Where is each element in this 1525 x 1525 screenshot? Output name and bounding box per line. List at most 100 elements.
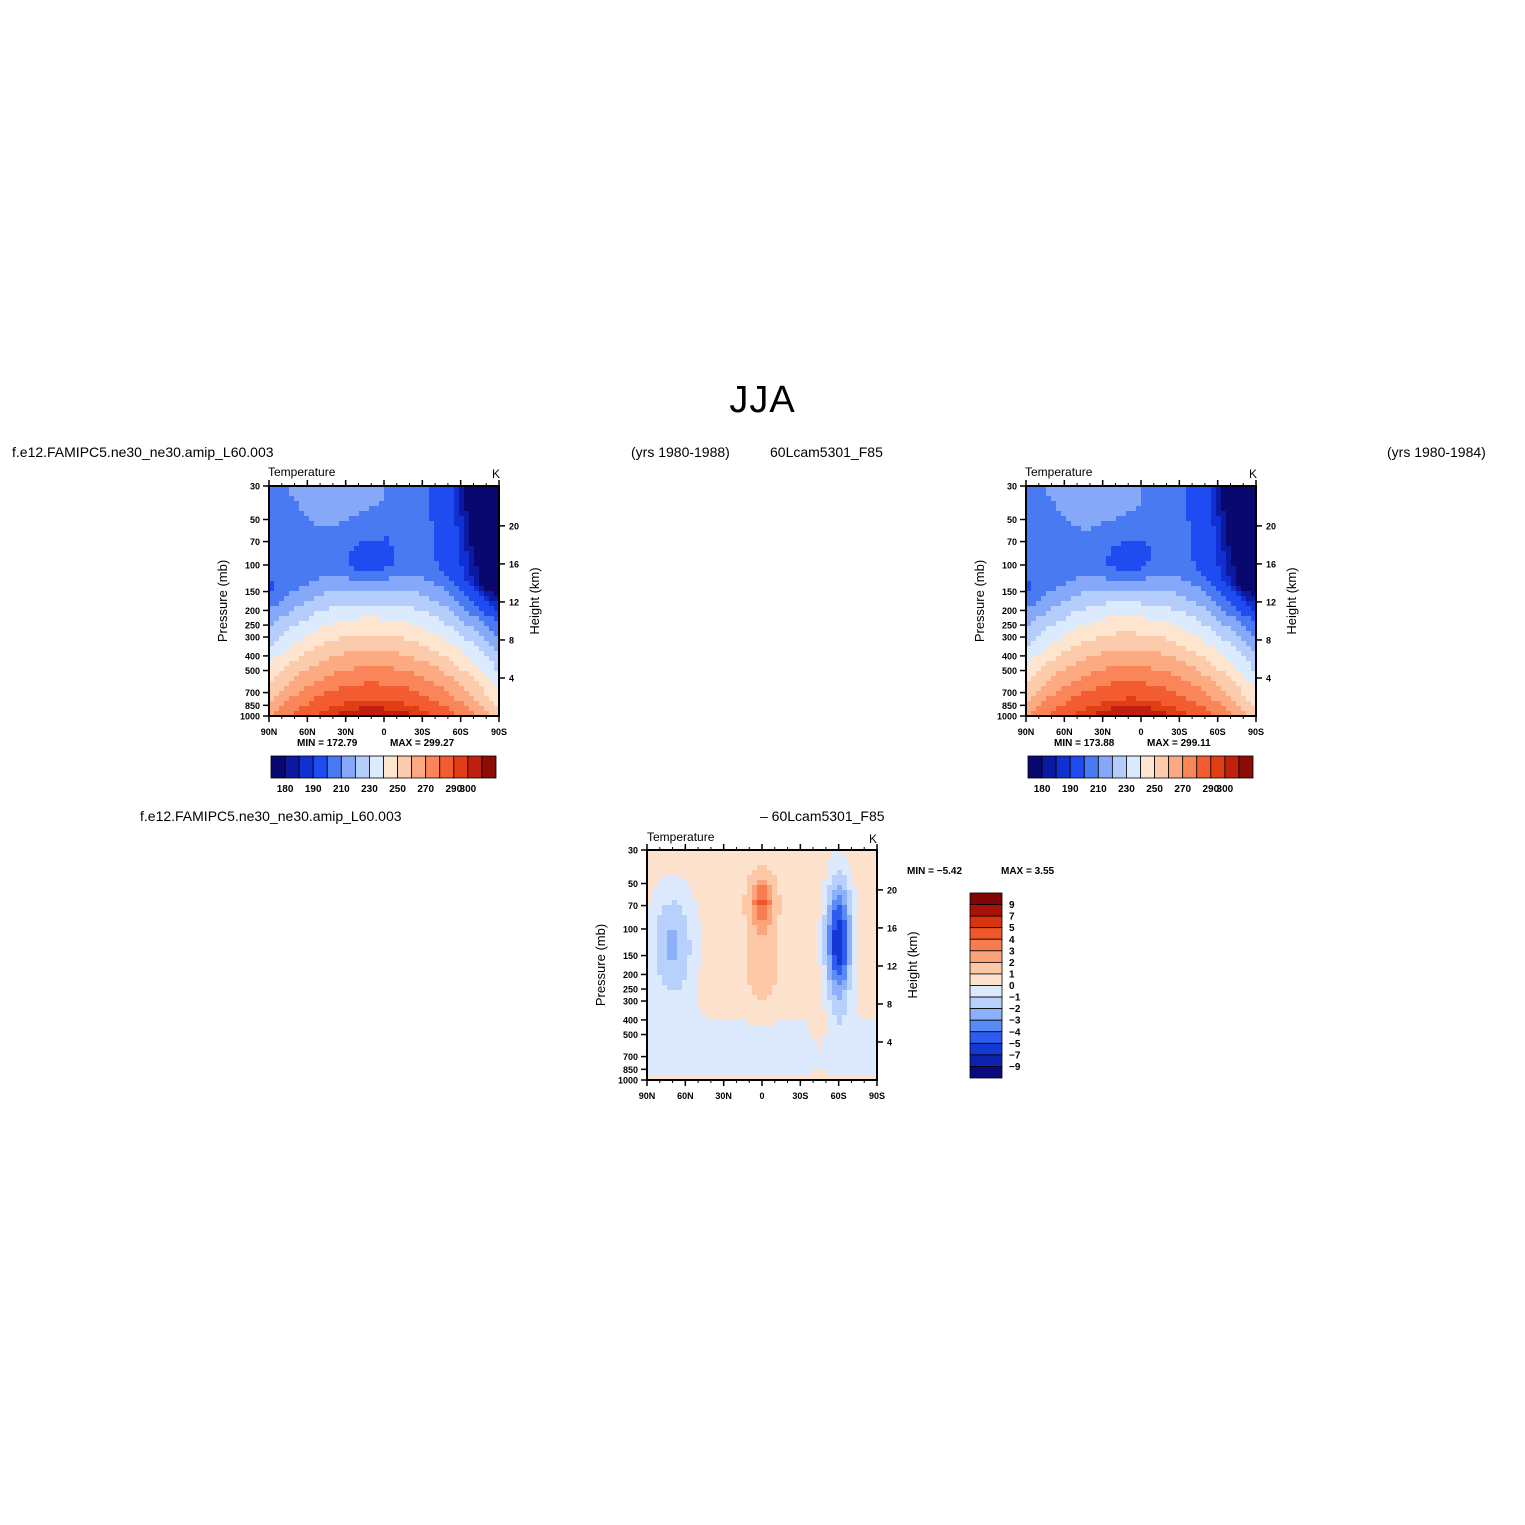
contour-cell xyxy=(1226,641,1232,647)
contour-cell xyxy=(279,566,285,572)
contour-cell xyxy=(1216,551,1222,557)
contour-cell xyxy=(1196,696,1202,702)
contour-cell xyxy=(394,546,400,552)
contour-cell xyxy=(857,885,863,891)
contour-cell xyxy=(1056,501,1062,507)
contour-cell xyxy=(364,576,370,582)
contour-cell xyxy=(1186,591,1192,597)
contour-cell xyxy=(1216,501,1222,507)
colorbar-label: 290 xyxy=(445,784,462,795)
contour-cell xyxy=(762,875,768,881)
contour-cell xyxy=(1136,711,1142,717)
contour-cell xyxy=(1241,536,1247,542)
contour-cell xyxy=(314,661,320,667)
contour-cell xyxy=(1166,526,1172,532)
contour-cell xyxy=(314,586,320,592)
contour-cell xyxy=(1066,556,1072,562)
contour-cell xyxy=(1166,661,1172,667)
contour-cell xyxy=(1056,616,1062,622)
contour-cell xyxy=(1031,596,1037,602)
contour-cell xyxy=(1096,666,1102,672)
contour-cell xyxy=(1171,541,1177,547)
contour-cell xyxy=(1226,621,1232,627)
contour-cell xyxy=(419,526,425,532)
contour-cell xyxy=(692,900,698,906)
contour-cell xyxy=(434,526,440,532)
contour-cell xyxy=(1081,706,1087,712)
contour-cell xyxy=(1131,496,1137,502)
contour-cell xyxy=(439,656,445,662)
contour-cell xyxy=(1081,486,1087,492)
contour-cell xyxy=(1051,556,1057,562)
contour-cell xyxy=(359,681,365,687)
contour-cell xyxy=(379,516,385,522)
contour-cell xyxy=(394,581,400,587)
contour-cell xyxy=(1236,696,1242,702)
contour-cell xyxy=(269,556,275,562)
contour-cell xyxy=(1166,531,1172,537)
contour-cell xyxy=(1141,571,1147,577)
contour-cell xyxy=(1061,576,1067,582)
contour-cell xyxy=(1056,656,1062,662)
contour-cell xyxy=(1186,506,1192,512)
contour-cell xyxy=(1066,666,1072,672)
contour-cell xyxy=(1116,631,1122,637)
contour-cell xyxy=(1231,566,1237,572)
contour-cell xyxy=(289,641,295,647)
contour-cell xyxy=(1206,646,1212,652)
contour-cell xyxy=(334,616,340,622)
contour-cell xyxy=(299,496,305,502)
contour-cell xyxy=(1101,686,1107,692)
contour-cell xyxy=(314,536,320,542)
contour-cell xyxy=(344,631,350,637)
contour-cell xyxy=(494,706,500,712)
contour-cell xyxy=(484,526,490,532)
contour-cell xyxy=(1151,566,1157,572)
contour-cell xyxy=(827,895,833,901)
contour-cell xyxy=(464,596,470,602)
contour-cell xyxy=(1181,711,1187,717)
contour-cell xyxy=(1111,611,1117,617)
contour-cell xyxy=(479,511,485,517)
contour-cell xyxy=(1196,701,1202,707)
contour-cell xyxy=(314,691,320,697)
contour-cell xyxy=(404,591,410,597)
contour-cell xyxy=(1026,566,1032,572)
contour-cell xyxy=(1096,526,1102,532)
contour-cell xyxy=(1171,696,1177,702)
contour-cell xyxy=(1076,491,1082,497)
contour-cell xyxy=(1126,576,1132,582)
contour-cell xyxy=(349,551,355,557)
contour-cell xyxy=(1151,646,1157,652)
contour-cell xyxy=(1116,516,1122,522)
contour-cell xyxy=(1151,581,1157,587)
colorbar-label: 230 xyxy=(1118,784,1135,795)
contour-cell xyxy=(1066,526,1072,532)
contour-cell xyxy=(1131,681,1137,687)
contour-cell xyxy=(1166,586,1172,592)
contour-cell xyxy=(444,541,450,547)
contour-cell xyxy=(1236,536,1242,542)
contour-cell xyxy=(822,865,828,871)
contour-cell xyxy=(752,880,758,886)
contour-cell xyxy=(419,541,425,547)
contour-cell xyxy=(279,646,285,652)
contour-cell xyxy=(1196,621,1202,627)
contour-cell xyxy=(329,506,335,512)
contour-cell xyxy=(1231,621,1237,627)
contour-cell xyxy=(832,855,838,861)
contour-cell xyxy=(1161,701,1167,707)
contour-cell xyxy=(1166,501,1172,507)
contour-cell xyxy=(1221,531,1227,537)
contour-cell xyxy=(1146,641,1152,647)
contour-cell xyxy=(1246,506,1252,512)
contour-cell xyxy=(1061,711,1067,717)
contour-cell xyxy=(1151,626,1157,632)
contour-cell xyxy=(414,621,420,627)
contour-cell xyxy=(359,631,365,637)
contour-cell xyxy=(444,681,450,687)
contour-cell xyxy=(787,895,793,901)
contour-cell xyxy=(404,486,410,492)
